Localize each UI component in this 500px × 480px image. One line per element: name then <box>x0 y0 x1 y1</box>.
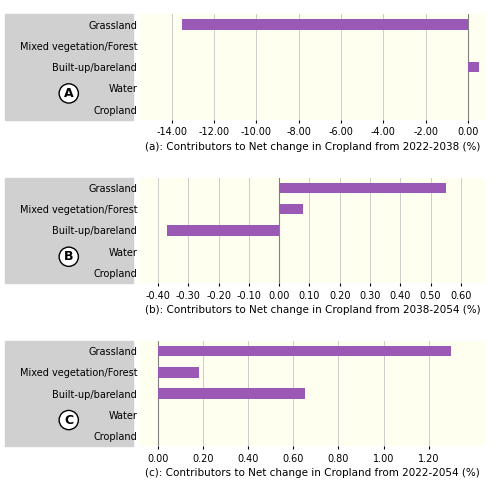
Text: C: C <box>64 414 74 427</box>
Bar <box>279 204 303 215</box>
Bar <box>158 367 198 378</box>
Bar <box>158 346 451 357</box>
Text: B: B <box>64 250 74 263</box>
Bar <box>279 182 446 193</box>
Bar <box>158 388 304 399</box>
Text: A: A <box>64 87 74 100</box>
Bar <box>468 62 478 72</box>
Bar <box>167 225 279 236</box>
X-axis label: (a): Contributors to Net change in Cropland from 2022-2038 (%): (a): Contributors to Net change in Cropl… <box>145 142 480 152</box>
Bar <box>182 19 468 30</box>
X-axis label: (c): Contributors to Net change in Cropland from 2022-2054 (%): (c): Contributors to Net change in Cropl… <box>145 468 480 478</box>
X-axis label: (b): Contributors to Net change in Cropland from 2038-2054 (%): (b): Contributors to Net change in Cropl… <box>144 305 480 315</box>
